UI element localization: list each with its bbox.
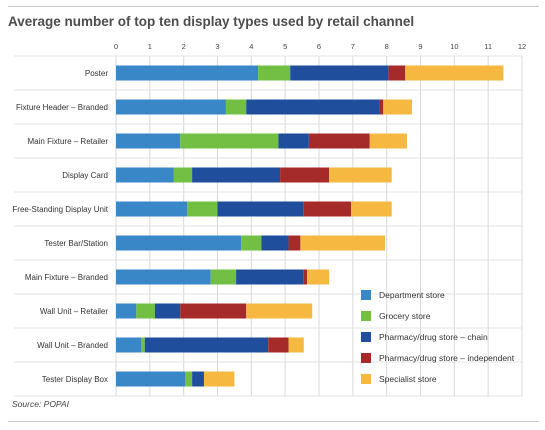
- bar-segment: [405, 65, 504, 81]
- legend: Department store Grocery store Pharmacy/dr…: [361, 284, 514, 389]
- bar-segment: [300, 235, 385, 251]
- category-label: Display Card: [62, 171, 108, 180]
- bar-segment: [383, 99, 413, 115]
- category-label: Main Fixture – Branded: [25, 273, 108, 282]
- category-label: Tester Display Box: [42, 375, 108, 384]
- bar-segment: [217, 201, 304, 217]
- category-label: Fixture Header – Branded: [16, 103, 108, 112]
- bar-segment: [141, 337, 145, 353]
- bar-segment: [192, 371, 204, 387]
- bar-segment: [187, 201, 218, 217]
- x-tick-label: 5: [283, 42, 287, 51]
- category-label: Poster: [85, 69, 108, 78]
- bar-segment: [136, 303, 155, 319]
- legend-swatch: [361, 331, 371, 342]
- x-tick-label: 10: [450, 42, 458, 51]
- bar-segment: [173, 167, 193, 183]
- bar-segment: [236, 269, 304, 285]
- bar-segment: [241, 235, 262, 251]
- category-label: Main Fixture – Retailer: [28, 137, 109, 146]
- bar-segment: [116, 303, 137, 319]
- category-label: Wall Unit – Retailer: [40, 307, 109, 316]
- bar-segment: [116, 201, 188, 217]
- bar-segment: [369, 133, 407, 149]
- legend-label: Specialist store: [379, 373, 437, 384]
- x-tick-label: 2: [182, 42, 186, 51]
- legend-swatch: [361, 352, 371, 363]
- bar-segment: [288, 235, 301, 251]
- legend-item: Pharmacy/drug store – chain: [361, 326, 514, 347]
- legend-label: Pharmacy/drug store – independent: [379, 352, 515, 363]
- x-tick-label: 12: [518, 42, 526, 51]
- bar-segment: [116, 65, 259, 81]
- x-tick-label: 4: [249, 42, 253, 51]
- bar-segment: [225, 99, 247, 115]
- legend-item: Specialist store: [361, 368, 514, 389]
- bar-segment: [308, 133, 370, 149]
- legend-item: Pharmacy/drug store – independent: [361, 347, 514, 368]
- legend-label: Grocery store: [379, 310, 431, 321]
- bar-segment: [116, 99, 226, 115]
- x-tick-label: 9: [418, 42, 422, 51]
- category-label: Wall Unit – Branded: [37, 341, 108, 350]
- x-tick-label: 8: [385, 42, 389, 51]
- bar-segment: [280, 167, 330, 183]
- legend-label: Pharmacy/drug store – chain: [379, 331, 488, 342]
- bottom-rule: [8, 421, 539, 422]
- bar-segment: [329, 167, 392, 183]
- x-tick-label: 0: [114, 42, 118, 51]
- bar-segment: [351, 201, 392, 217]
- x-tick-label: 6: [317, 42, 321, 51]
- bar-segment: [116, 167, 174, 183]
- bar-segment: [261, 235, 289, 251]
- bar-segment: [116, 133, 181, 149]
- bar-segment: [388, 65, 406, 81]
- bar-segment: [303, 269, 308, 285]
- top-rule: [8, 6, 539, 7]
- legend-swatch: [361, 310, 371, 321]
- legend-item: Grocery store: [361, 305, 514, 326]
- bar-segment: [144, 337, 269, 353]
- bar-segment: [268, 337, 289, 353]
- category-label: Tester Bar/Station: [44, 239, 108, 248]
- bar-segment: [116, 371, 186, 387]
- x-tick-label: 11: [484, 42, 492, 51]
- bar-segment: [246, 303, 313, 319]
- bar-segment: [203, 371, 235, 387]
- chart-title: Average number of top ten display types …: [8, 14, 415, 29]
- category-label: Free-Standing Display Unit: [12, 205, 108, 214]
- bar-segment: [288, 337, 304, 353]
- x-tick-label: 1: [148, 42, 152, 51]
- bar-segment: [180, 303, 247, 319]
- legend-swatch: [361, 373, 371, 384]
- bar-segment: [180, 133, 279, 149]
- bar-segment: [116, 235, 242, 251]
- legend-label: Department store: [379, 289, 445, 300]
- bar-segment: [278, 133, 309, 149]
- x-tick-label: 3: [215, 42, 219, 51]
- x-tick-label: 7: [351, 42, 355, 51]
- bar-segment: [192, 167, 281, 183]
- source-note: Source: POPAI: [12, 399, 70, 409]
- bar-segment: [154, 303, 181, 319]
- bar-segment: [246, 99, 380, 115]
- bar-segment: [379, 99, 384, 115]
- bar-segment: [210, 269, 237, 285]
- bar-segment: [116, 337, 142, 353]
- bar-segment: [116, 269, 211, 285]
- legend-swatch: [361, 289, 371, 300]
- bar-segment: [303, 201, 352, 217]
- bar-segment: [290, 65, 389, 81]
- bar-segment: [258, 65, 291, 81]
- bar-segment: [185, 371, 193, 387]
- legend-item: Department store: [361, 284, 514, 305]
- bar-segment: [307, 269, 330, 285]
